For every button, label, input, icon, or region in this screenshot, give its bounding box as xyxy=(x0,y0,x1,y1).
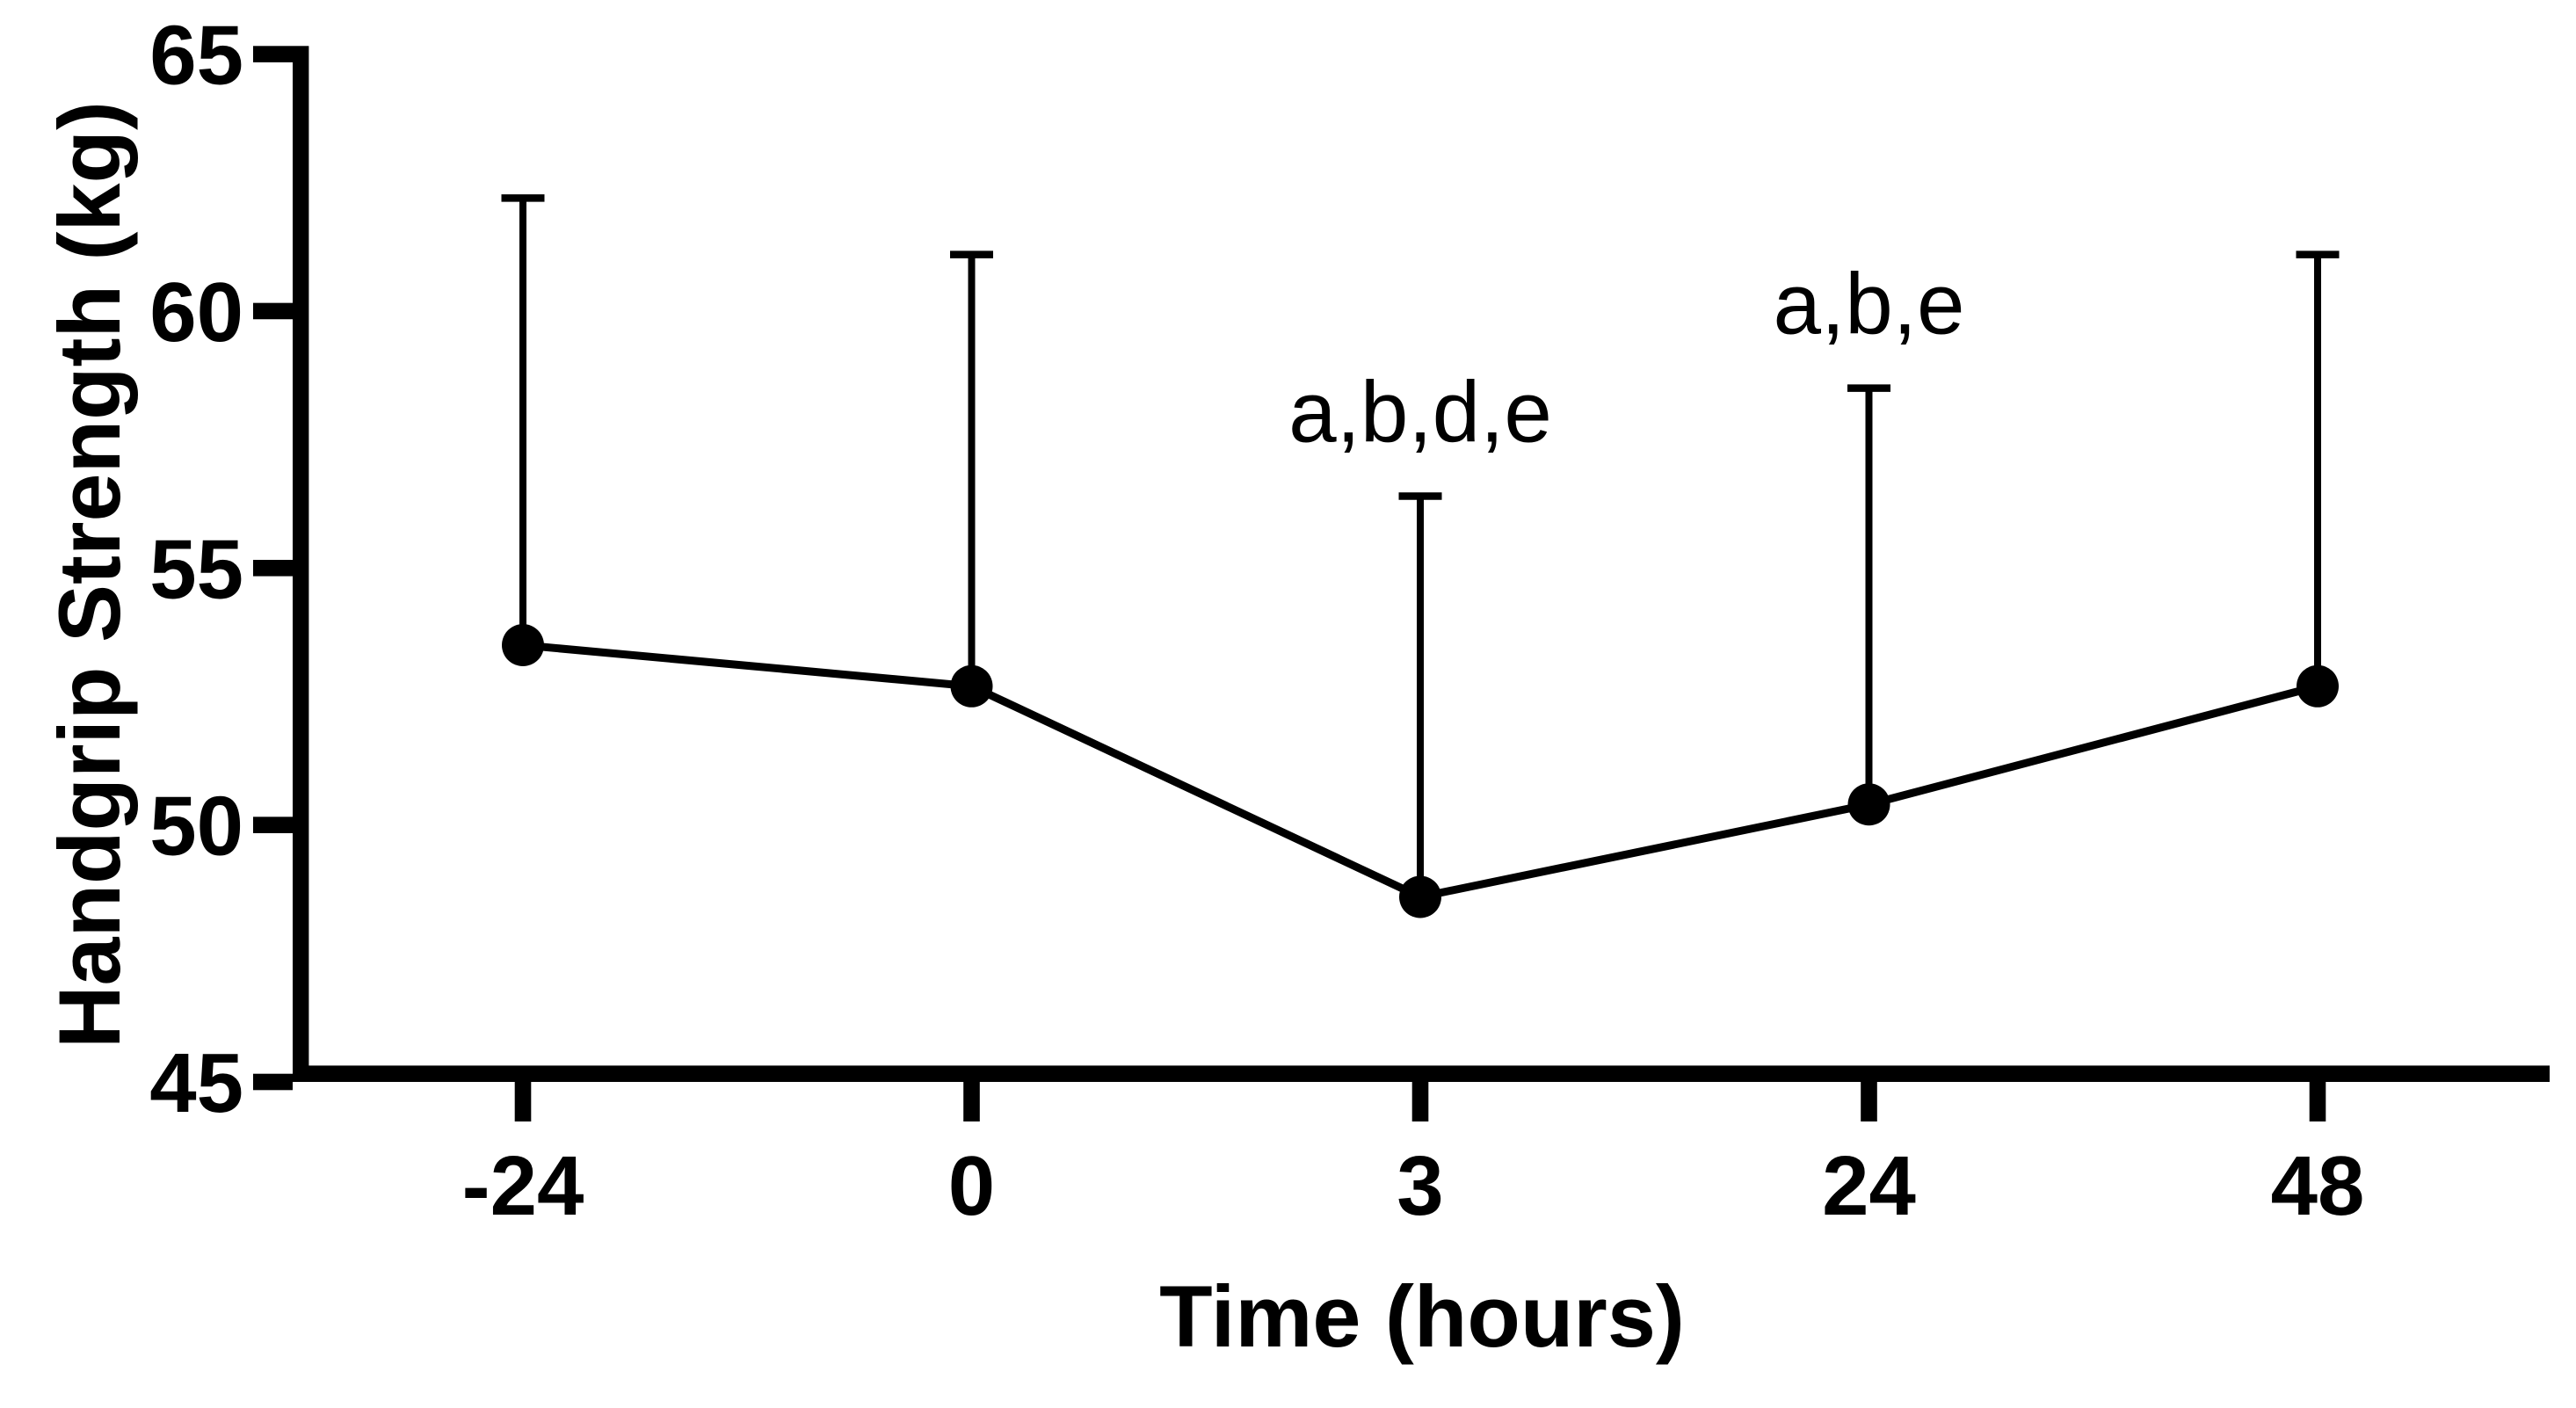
data-point-marker xyxy=(2297,664,2339,708)
axis-ticks-group xyxy=(253,46,2326,1121)
y-tick xyxy=(253,816,293,833)
significance-annotation: a,b,e xyxy=(1774,256,1965,352)
x-tick-label: 3 xyxy=(1397,1139,1443,1233)
x-axis-spine xyxy=(293,1065,2550,1082)
series-group xyxy=(501,194,2340,918)
x-tick xyxy=(1411,1082,1429,1121)
y-tick-label: 65 xyxy=(149,9,243,103)
y-tick-label: 55 xyxy=(149,522,243,616)
y-tick-label: 60 xyxy=(149,265,243,359)
tick-labels-group: 45 50 55 60 65 -24 0 3 24 48 xyxy=(149,9,2364,1233)
y-tick-label: 45 xyxy=(149,1036,243,1130)
x-tick-label: 24 xyxy=(1822,1139,1916,1233)
y-tick xyxy=(253,1073,293,1091)
data-point-marker xyxy=(502,624,544,667)
y-tick xyxy=(253,560,293,577)
y-axis-title: Handgrip Strength (kg) xyxy=(40,101,138,1049)
x-tick-label: 48 xyxy=(2271,1139,2365,1233)
x-tick xyxy=(1861,1082,1877,1121)
data-point-marker xyxy=(950,664,993,708)
y-tick xyxy=(253,302,293,320)
y-tick xyxy=(253,46,293,62)
x-axis-title: Time (hours) xyxy=(1159,1267,1685,1365)
annotations-group: a,b,d,e a,b,e xyxy=(1288,256,1964,461)
x-tick xyxy=(514,1082,532,1121)
x-tick-label: 0 xyxy=(948,1139,995,1233)
x-tick xyxy=(963,1082,980,1121)
significance-annotation: a,b,d,e xyxy=(1288,363,1552,460)
data-point-marker xyxy=(1847,783,1890,826)
x-tick-label: -24 xyxy=(462,1139,584,1233)
y-tick-label: 50 xyxy=(149,780,243,874)
y-axis-spine xyxy=(293,46,309,1082)
axis-spines-group xyxy=(293,46,2550,1082)
x-tick xyxy=(2309,1082,2326,1121)
data-point-marker xyxy=(1399,875,1441,918)
